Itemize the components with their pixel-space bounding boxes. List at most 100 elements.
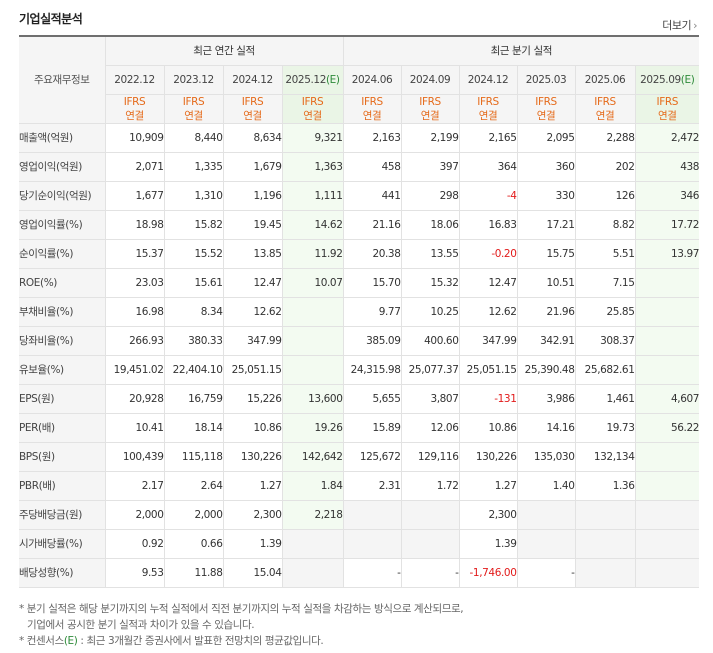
ifrs-label: IFRS xyxy=(241,95,264,108)
table-cell: 4,607 xyxy=(634,383,699,414)
table-row: 순이익률(%) 15.37 15.52 13.85 11.92 20.38 13.55 -0.… xyxy=(19,238,699,269)
accounting-standard: IFRS 연결 xyxy=(105,93,165,124)
table-cell: 17.21 xyxy=(516,209,576,240)
table-cell: 135,030 xyxy=(516,441,576,472)
row-label: 주당배당금(원) xyxy=(19,499,106,530)
table-cell xyxy=(634,470,700,501)
table-cell: 13.97 xyxy=(634,238,699,269)
estimate-marker: (E) xyxy=(680,73,695,86)
table-cell: 385.09 xyxy=(342,325,402,356)
period-label: 2024.06 xyxy=(351,73,393,86)
table-cell: 12.47 xyxy=(222,267,283,298)
chevron-right-icon: › xyxy=(693,19,697,32)
table-cell: 18.98 xyxy=(104,209,165,240)
table-cell: 16,759 xyxy=(163,383,224,414)
footnote-consensus: * 컨센서스(E) : 최근 3개월간 증권사에서 발표한 전망치의 평균값입니… xyxy=(19,633,463,649)
table-row: BPS(원) 100,439 115,118 130,226 142,642 125,67… xyxy=(19,441,700,472)
row-label: 영업이익(억원) xyxy=(19,151,106,182)
period-label: 2025.06 xyxy=(584,73,626,86)
table-cell: 21.16 xyxy=(342,209,402,240)
table-cell: 1.27 xyxy=(222,470,283,501)
financial-table: 주요재무정보 최근 연간 실적 최근 분기 실적 2022.12 2023.12 2… xyxy=(19,35,699,588)
row-label: 매출액(억원) xyxy=(19,122,106,153)
period-header-quarter-0: 2024.06 xyxy=(342,64,402,95)
table-cell: 15.32 xyxy=(400,267,460,298)
table-cell: 438 xyxy=(634,151,699,182)
table-cell: 1.36 xyxy=(574,470,636,501)
table-row: 매출액(억원) 10,909 8,440 8,634 9,321 2,163 2,199 2,… xyxy=(19,122,699,153)
table-cell: 115,118 xyxy=(163,441,224,472)
table-row: PER(배) 10.41 18.14 10.86 19.26 15.89 12.06 10.8… xyxy=(19,412,699,443)
table-cell: 11.92 xyxy=(281,238,344,269)
more-link[interactable]: 더보기 › xyxy=(662,17,697,33)
table-cell: 25,077.37 xyxy=(400,354,460,385)
table-cell: 9,321 xyxy=(281,122,344,153)
table-cell: 308.37 xyxy=(574,325,636,356)
consolidated-label: 연결 xyxy=(362,109,382,122)
period-header-annual-3: 2025.12(E) xyxy=(281,64,344,95)
table-cell xyxy=(281,325,344,356)
table-cell: 130,226 xyxy=(458,441,518,472)
accounting-standard: IFRS 연결 xyxy=(634,93,700,124)
table-cell: 441 xyxy=(342,180,402,211)
table-cell xyxy=(400,499,460,530)
period-header-quarter-3: 2025.03 xyxy=(516,64,576,95)
period-label: 2025.09 xyxy=(640,73,681,86)
table-cell: 15.89 xyxy=(342,412,402,443)
table-cell: 2,288 xyxy=(574,122,636,153)
table-cell: 1.84 xyxy=(281,470,344,501)
table-cell: 0.66 xyxy=(163,528,224,559)
row-label: PBR(배) xyxy=(19,470,106,501)
table-cell: 266.93 xyxy=(104,325,165,356)
table-cell: 2,000 xyxy=(163,499,224,530)
table-cell xyxy=(281,528,344,559)
table-cell: 11.88 xyxy=(163,557,224,588)
table-cell xyxy=(281,296,344,327)
table-cell: 2,472 xyxy=(634,122,699,153)
table-cell: 8,440 xyxy=(163,122,224,153)
row-label: BPS(원) xyxy=(19,441,106,472)
table-cell: 23.03 xyxy=(104,267,165,298)
table-cell: 347.99 xyxy=(222,325,283,356)
period-header-annual-0: 2022.12 xyxy=(105,64,165,95)
table-cell: 1,111 xyxy=(281,180,344,211)
ifrs-label: IFRS xyxy=(301,95,324,108)
table-cell: 2,218 xyxy=(281,499,344,530)
period-label: 2022.12 xyxy=(114,73,155,86)
accounting-standard: IFRS 연결 xyxy=(574,93,636,124)
table-cell: 10.86 xyxy=(222,412,283,443)
table-cell: 2,095 xyxy=(516,122,576,153)
table-cell: 19.26 xyxy=(281,412,344,443)
table-cell: 342.91 xyxy=(516,325,576,356)
consolidated-label: 연결 xyxy=(420,109,440,122)
table-row: 시가배당률(%) 0.92 0.66 1.39 1.39 xyxy=(19,528,700,559)
table-cell xyxy=(574,499,636,530)
table-cell xyxy=(342,528,402,559)
table-cell: 1,363 xyxy=(281,151,344,182)
table-cell: 380.33 xyxy=(163,325,224,356)
table-cell: 15.75 xyxy=(516,238,576,269)
table-cell: 1.39 xyxy=(458,528,518,559)
period-label: 2024.12 xyxy=(467,73,509,86)
table-cell: 1,335 xyxy=(163,151,224,182)
table-cell: 8,634 xyxy=(222,122,283,153)
ifrs-label: IFRS xyxy=(419,95,441,108)
table-row: 영업이익(억원) 2,071 1,335 1,679 1,363 458 397 364 360… xyxy=(19,151,699,182)
estimate-marker: (E) xyxy=(63,635,78,647)
table-cell: 2,000 xyxy=(104,499,165,530)
table-cell: 1,310 xyxy=(163,180,224,211)
ifrs-label: IFRS xyxy=(123,95,146,108)
table-cell xyxy=(634,557,700,588)
table-cell: 360 xyxy=(516,151,576,182)
table-cell: 10,909 xyxy=(104,122,165,153)
table-cell: 20.38 xyxy=(342,238,402,269)
table-cell: 2,300 xyxy=(458,499,518,530)
table-cell: 12.62 xyxy=(222,296,283,327)
table-cell: 1.39 xyxy=(222,528,283,559)
table-cell: 13.85 xyxy=(222,238,283,269)
footnote-quarterly-cont: 기업에서 공시한 분기 실적과 차이가 있을 수 있습니다. xyxy=(27,619,255,631)
table-cell: 10.07 xyxy=(281,267,344,298)
period-label: 2024.09 xyxy=(409,73,451,86)
row-label: 순이익률(%) xyxy=(19,238,106,269)
